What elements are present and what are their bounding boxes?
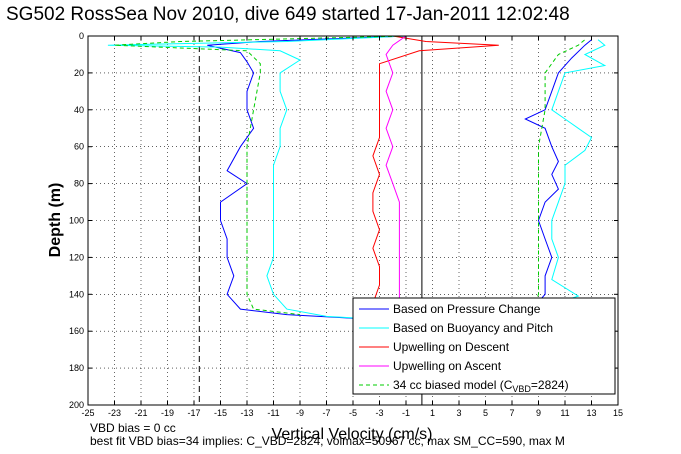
legend-box xyxy=(352,297,616,395)
y-tick-label: 160 xyxy=(69,326,84,336)
x-tick-label: -7 xyxy=(322,408,330,418)
series-line xyxy=(207,36,407,319)
y-tick-label: 100 xyxy=(69,216,84,226)
x-tick-label: -25 xyxy=(81,408,94,418)
legend-label: 34 cc biased model (CVBD=2824) xyxy=(393,378,569,394)
x-tick-label: 13 xyxy=(586,408,596,418)
x-tick-label: -1 xyxy=(402,408,410,418)
vbd-bias-note: VBD bias = 0 cc xyxy=(90,421,176,435)
legend-label: Upwelling on Descent xyxy=(393,340,510,354)
legend-label: Based on Buoyancy and Pitch xyxy=(393,321,553,335)
y-tick-label: 40 xyxy=(74,105,84,115)
x-tick-label: -23 xyxy=(108,408,121,418)
y-tick-label: 180 xyxy=(69,363,84,373)
x-tick-label: 3 xyxy=(456,408,461,418)
y-tick-label: 80 xyxy=(74,179,84,189)
x-tick-label: 7 xyxy=(509,408,514,418)
x-tick-label: -21 xyxy=(134,408,147,418)
x-tick-label: -9 xyxy=(296,408,304,418)
y-tick-label: 0 xyxy=(79,31,84,41)
legend-label: Based on Pressure Change xyxy=(393,302,541,316)
series-line xyxy=(372,36,499,314)
y-tick-label: 60 xyxy=(74,142,84,152)
y-tick-label: 140 xyxy=(69,289,84,299)
x-tick-label: 9 xyxy=(536,408,541,418)
x-tick-label: -13 xyxy=(240,408,253,418)
series-line xyxy=(114,36,407,316)
x-axis-label: Vertical Velocity (cm/s) xyxy=(271,426,433,443)
series-line xyxy=(366,39,607,319)
x-tick-label: -5 xyxy=(349,408,357,418)
best-fit-note: best fit VBD bias=34 implies: C_VBD=2824… xyxy=(90,434,565,448)
x-tick-label: 5 xyxy=(483,408,488,418)
chart-title: SG502 RossSea Nov 2010, dive 649 started… xyxy=(6,4,570,25)
x-tick-label: -19 xyxy=(161,408,174,418)
series-line xyxy=(359,39,592,319)
x-tick-label: -15 xyxy=(214,408,227,418)
series-group xyxy=(107,36,607,319)
x-tick-label: 1 xyxy=(430,408,435,418)
y-tick-label: 200 xyxy=(69,400,84,410)
x-tick-label: -3 xyxy=(375,408,383,418)
x-tick-label: -17 xyxy=(187,408,200,418)
x-tick-label: -11 xyxy=(267,408,279,418)
x-tick-label: 15 xyxy=(613,408,623,418)
y-axis-label: Depth (m) xyxy=(47,182,64,258)
y-tick-label: 120 xyxy=(69,252,84,262)
x-tick-label: 11 xyxy=(560,408,569,418)
y-tick-label: 20 xyxy=(74,68,84,78)
series-line xyxy=(385,36,407,313)
series-line xyxy=(107,36,407,319)
series-line xyxy=(531,39,586,310)
legend-label: Upwelling on Ascent xyxy=(393,359,502,373)
